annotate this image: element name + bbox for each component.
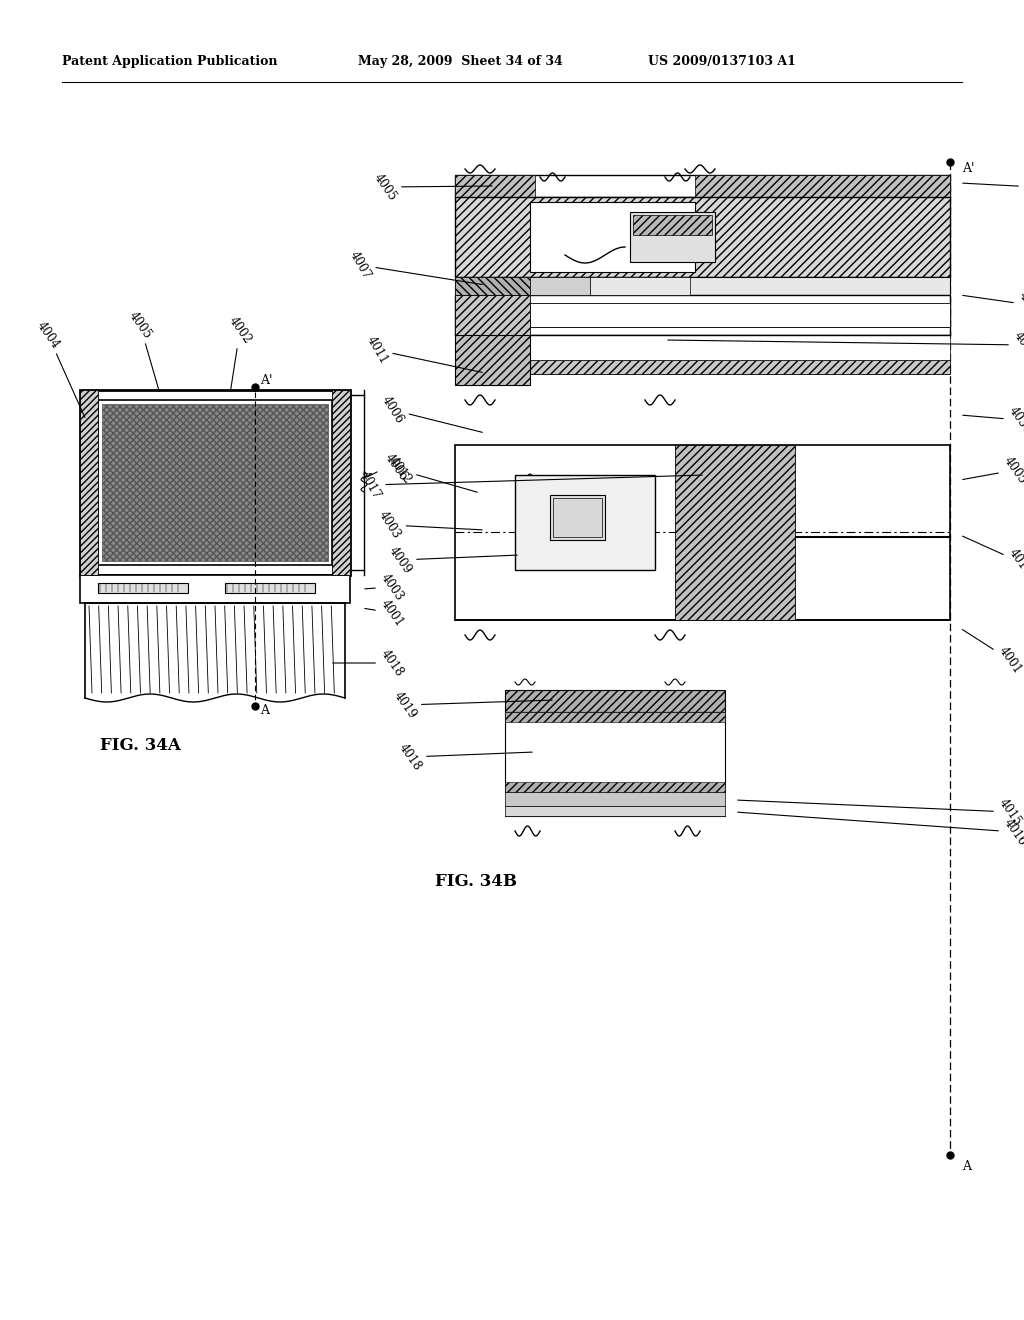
Bar	[455, 335, 530, 385]
Text: Patent Application Publication: Patent Application Publication	[62, 55, 278, 69]
Text: 4002: 4002	[226, 314, 254, 391]
Text: 4009: 4009	[386, 544, 517, 576]
Text: 4005: 4005	[126, 309, 159, 391]
Bar	[530, 304, 950, 327]
Text: 4012: 4012	[386, 454, 477, 492]
Text: FIG. 34A: FIG. 34A	[99, 737, 180, 754]
Text: 4019: 4019	[391, 689, 552, 721]
Bar	[455, 277, 530, 294]
Text: 4005: 4005	[963, 454, 1024, 486]
Text: A': A'	[260, 375, 272, 388]
Bar	[550, 495, 605, 540]
Text: FIG. 34B: FIG. 34B	[435, 873, 517, 890]
Text: May 28, 2009  Sheet 34 of 34: May 28, 2009 Sheet 34 of 34	[358, 55, 563, 69]
Text: 4005: 4005	[371, 172, 493, 203]
Text: A: A	[260, 705, 269, 718]
Text: 4016: 4016	[737, 812, 1024, 847]
Bar	[455, 176, 950, 197]
Bar	[530, 360, 950, 374]
Text: 4030: 4030	[963, 404, 1024, 436]
Bar	[332, 389, 350, 576]
Bar	[590, 277, 690, 294]
Bar	[505, 711, 725, 792]
Bar	[455, 445, 950, 620]
Text: 4003: 4003	[377, 508, 482, 541]
Bar	[505, 711, 725, 722]
Text: 4003: 4003	[365, 572, 406, 603]
Bar	[98, 583, 188, 593]
Bar	[553, 498, 602, 537]
Text: 4006: 4006	[380, 393, 482, 433]
Text: 4010: 4010	[668, 329, 1024, 360]
Text: 4004: 4004	[34, 319, 85, 417]
Bar	[505, 792, 725, 807]
Text: 4015: 4015	[737, 796, 1024, 828]
Bar	[225, 583, 315, 593]
Text: 4007: 4007	[347, 248, 482, 285]
Bar	[505, 781, 725, 792]
Bar	[102, 404, 328, 561]
Text: A: A	[962, 1160, 971, 1173]
Text: 4017: 4017	[357, 469, 702, 502]
Text: 4018: 4018	[396, 741, 532, 774]
Bar	[530, 277, 590, 294]
Text: A': A'	[962, 162, 975, 176]
Bar	[530, 335, 950, 360]
Bar	[80, 389, 350, 576]
Bar	[98, 400, 332, 565]
Bar	[455, 176, 535, 197]
Text: 4040: 4040	[963, 172, 1024, 203]
Text: 4001: 4001	[963, 630, 1024, 676]
Text: 4011: 4011	[364, 334, 482, 372]
Bar	[455, 294, 950, 335]
Text: 4018: 4018	[333, 647, 406, 678]
Bar	[455, 197, 950, 277]
Bar	[630, 213, 715, 261]
Text: 4006: 4006	[382, 451, 410, 483]
Text: 4001: 4001	[365, 597, 406, 628]
Text: 4014: 4014	[963, 536, 1024, 578]
Bar	[505, 690, 725, 711]
Bar	[80, 389, 98, 576]
Bar	[80, 576, 350, 603]
Bar	[515, 475, 655, 570]
Text: 4002: 4002	[963, 289, 1024, 321]
Text: US 2009/0137103 A1: US 2009/0137103 A1	[648, 55, 796, 69]
Bar	[455, 294, 530, 335]
Bar	[455, 277, 950, 294]
Bar	[695, 176, 950, 197]
Bar	[530, 202, 695, 272]
Bar	[505, 807, 725, 816]
Bar	[675, 445, 795, 620]
Bar	[633, 215, 712, 235]
